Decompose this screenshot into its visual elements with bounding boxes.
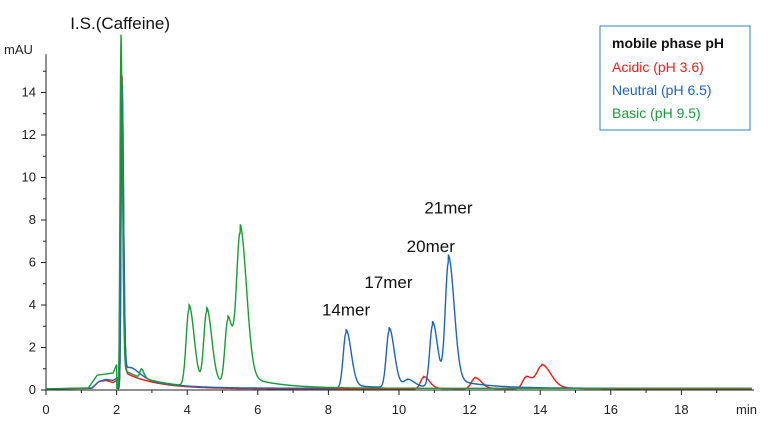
y-tick-label: 4 — [29, 297, 36, 312]
annotations: I.S.(Caffeine) 14mer 17mer 20mer 21mer — [70, 14, 473, 320]
legend: mobile phase pH Acidic (pH 3.6) Neutral (… — [599, 25, 751, 131]
x-tick-label: 0 — [42, 402, 49, 417]
x-tick-label: 18 — [674, 402, 688, 417]
x-tick-label: 2 — [113, 402, 120, 417]
x-tick-label: 10 — [392, 402, 406, 417]
annotation-label: 14mer — [322, 301, 371, 320]
x-tick-label: 8 — [325, 402, 332, 417]
legend-item: Acidic (pH 3.6) — [612, 59, 704, 75]
annotation-label: 21mer — [424, 199, 473, 218]
annotation-label: 20mer — [407, 237, 456, 256]
y-tick-label: 10 — [22, 170, 36, 185]
y-tick-label: 12 — [22, 127, 36, 142]
legend-box — [599, 25, 751, 131]
legend-item: Neutral (pH 6.5) — [612, 82, 712, 98]
x-axis-label: min — [736, 402, 757, 417]
axes — [45, 54, 754, 391]
x-tick-label: 14 — [533, 402, 547, 417]
y-tick-label: 0 — [29, 382, 36, 397]
legend-item: Basic (pH 9.5) — [612, 105, 701, 121]
legend-items: Acidic (pH 3.6) Neutral (pH 6.5) Basic (pH… — [612, 59, 712, 121]
annotation-label: I.S.(Caffeine) — [70, 14, 170, 33]
y-tick-label: 6 — [29, 255, 36, 270]
annotation-label: 17mer — [364, 273, 413, 292]
series-line-2 — [45, 34, 752, 390]
x-ticks: 0 2 4 6 8 10 12 14 16 18 — [42, 390, 718, 417]
series-group — [45, 34, 752, 391]
y-tick-label: 14 — [22, 85, 36, 100]
x-tick-label: 6 — [254, 402, 261, 417]
y-tick-label: 8 — [29, 212, 36, 227]
x-tick-label: 4 — [184, 402, 191, 417]
x-tick-label: 16 — [604, 402, 618, 417]
y-axis-label: mAU — [4, 42, 33, 57]
y-ticks: 0 2 4 6 8 10 12 14 — [22, 70, 46, 397]
x-tick-label: 12 — [462, 402, 476, 417]
y-tick-label: 2 — [29, 340, 36, 355]
legend-title: mobile phase pH — [612, 35, 724, 51]
